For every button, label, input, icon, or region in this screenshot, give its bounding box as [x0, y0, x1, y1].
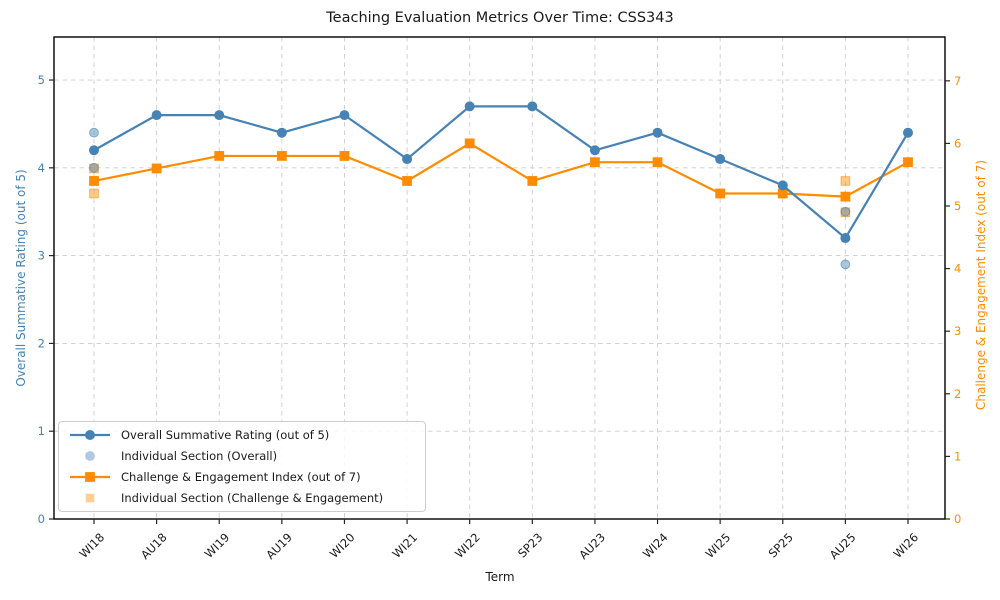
- x-tick-label: AU23: [576, 530, 608, 562]
- x-tick-label: WI25: [703, 530, 734, 561]
- data-point: [339, 110, 350, 121]
- plot-border: [53, 36, 946, 520]
- legend-square-icon: [85, 494, 95, 503]
- legend-line-square-icon: [70, 472, 110, 483]
- y-left-tick-label: 5: [38, 73, 45, 87]
- chart-title: Teaching Evaluation Metrics Over Time: C…: [326, 10, 674, 26]
- x-tick-label: AU18: [138, 530, 170, 562]
- x-tick-label: WI20: [327, 530, 358, 561]
- x-tick-label: AU25: [827, 530, 859, 562]
- data-point: [840, 206, 851, 217]
- data-point: [89, 188, 99, 199]
- data-point: [903, 127, 913, 138]
- x-tick-label: SP23: [515, 530, 545, 560]
- data-point: [464, 138, 475, 149]
- data-point: [214, 110, 225, 121]
- data-point: [276, 151, 287, 161]
- x-tick-label: SP25: [766, 530, 796, 560]
- x-tick-label: WI19: [202, 530, 233, 561]
- x-tick-label: WI18: [76, 530, 107, 561]
- data-point: [777, 188, 788, 199]
- series-line: [93, 105, 909, 240]
- data-point: [903, 157, 913, 168]
- legend-item-2: Challenge & Engagement Index (out of 7): [59, 469, 425, 485]
- y-right-tick-label: 7: [954, 74, 961, 88]
- series-challenge: [89, 138, 913, 202]
- data-point: [715, 188, 726, 199]
- y-axis-label-right: Challenge & Engagement Index (out of 7): [974, 159, 988, 411]
- legend-line-circle-icon: [70, 429, 110, 440]
- y-left-tick-label: 4: [38, 161, 45, 175]
- data-point: [840, 176, 851, 186]
- legend: Overall Summative Rating (out of 5) Indiv…: [58, 421, 426, 512]
- x-tick-label: WI22: [452, 530, 483, 561]
- data-point: [840, 233, 851, 244]
- x-axis-label: Term: [485, 570, 515, 584]
- data-point: [89, 162, 99, 173]
- series-line: [93, 142, 909, 198]
- legend-circle-icon: [85, 450, 95, 461]
- x-tick-label: WI24: [640, 530, 671, 561]
- legend-item-label: Individual Section (Overall): [121, 448, 278, 463]
- y-left-tick-label: 1: [38, 424, 45, 438]
- legend-item-0: Overall Summative Rating (out of 5): [59, 427, 425, 443]
- y-right-tick-label: 6: [954, 136, 961, 150]
- x-tick-label: WI21: [390, 530, 421, 561]
- y-right-tick-label: 1: [954, 449, 961, 463]
- legend-item-1: Individual Section (Overall): [59, 448, 425, 464]
- data-point: [840, 259, 851, 270]
- data-point: [402, 176, 412, 186]
- y-right-tick-label: 2: [954, 387, 961, 401]
- data-point: [652, 127, 663, 138]
- data-point: [89, 127, 99, 138]
- y-left-tick-label: 0: [38, 512, 45, 526]
- y-right-tick-label: 3: [954, 324, 961, 338]
- x-tick-label: AU19: [263, 530, 295, 562]
- legend-item-label: Individual Section (Challenge & Engageme…: [121, 491, 384, 506]
- y-left-tick-label: 2: [38, 336, 45, 350]
- data-point: [339, 151, 350, 161]
- y-right-tick-label: 4: [954, 262, 961, 276]
- data-point: [777, 180, 788, 191]
- data-point: [652, 157, 663, 168]
- grid: [54, 37, 945, 519]
- y-right-tick-label: 5: [954, 199, 961, 213]
- data-point: [589, 145, 600, 156]
- y-left-tick-label: 3: [38, 249, 45, 263]
- data-point: [402, 154, 413, 165]
- data-point: [464, 101, 475, 112]
- y-right-tick-label: 0: [954, 512, 961, 526]
- data-point: [715, 154, 726, 165]
- data-point: [89, 145, 99, 156]
- data-point: [840, 191, 851, 202]
- series-overall: [89, 101, 913, 244]
- data-point: [276, 127, 287, 138]
- y-axis-label-left: Overall Summative Rating (out of 5): [14, 169, 28, 387]
- x-tick-label: WI26: [890, 530, 921, 561]
- data-point: [151, 110, 162, 121]
- legend-item-label: Overall Summative Rating (out of 5): [121, 427, 330, 442]
- data-point: [214, 151, 225, 161]
- data-point: [89, 176, 99, 186]
- legend-item-3: Individual Section (Challenge & Engageme…: [59, 490, 425, 506]
- data-point: [527, 176, 538, 186]
- scatter-overall-individual: [89, 127, 851, 270]
- data-point: [151, 163, 162, 174]
- data-point: [527, 101, 538, 112]
- legend-item-label: Challenge & Engagement Index (out of 7): [121, 470, 361, 485]
- data-point: [590, 157, 600, 168]
